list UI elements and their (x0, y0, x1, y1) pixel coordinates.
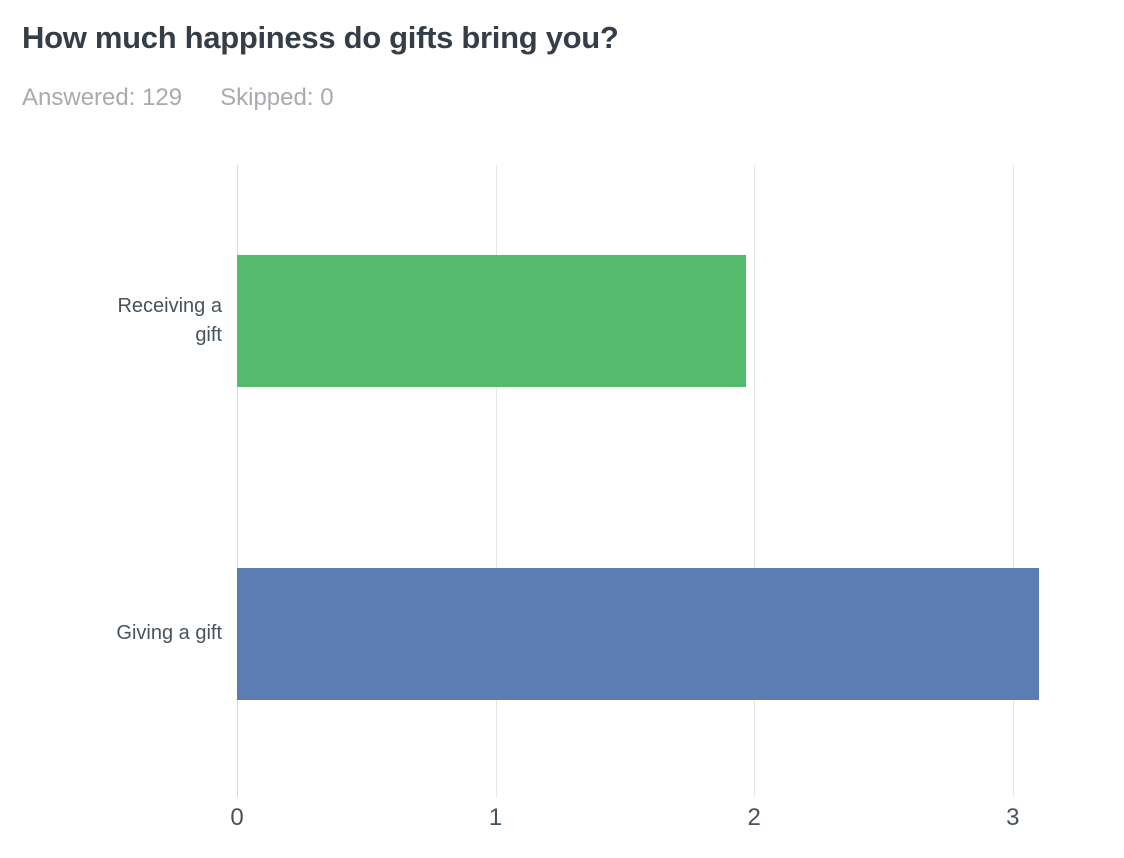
answered-stat: Answered: 129 (22, 84, 182, 112)
x-tick-label: 3 (1006, 804, 1020, 831)
question-title: How much happiness do gifts bring you? (22, 20, 619, 55)
response-stats: Answered: 129 Skipped: 0 (22, 84, 334, 112)
bar-giving-a-gift[interactable] (237, 567, 1039, 700)
x-tick-label: 0 (230, 804, 244, 831)
x-tick-label: 1 (488, 804, 503, 831)
category-label-giving-a-gift: Giving a gift (0, 478, 222, 791)
category-label-text: Receiving a gift (117, 295, 222, 347)
category-label-text: Giving a gift (116, 622, 222, 645)
skipped-value: 0 (320, 84, 334, 111)
skipped-stat: Skipped: 0 (220, 84, 333, 112)
bar-chart: Receiving a gift Giving a gift 0 1 2 3 (0, 165, 1124, 831)
category-label-receiving-a-gift: Receiving a gift (0, 165, 222, 478)
answered-label: Answered: (22, 84, 136, 111)
gridline (754, 165, 756, 797)
y-axis-labels: Receiving a gift Giving a gift (0, 165, 222, 790)
x-tick-label: 2 (747, 804, 761, 831)
bar-rows (237, 165, 1124, 790)
plot-area: 0 1 2 3 (230, 165, 1124, 831)
bar-row (237, 478, 1124, 791)
gridline (495, 165, 497, 797)
gridline (1012, 165, 1014, 797)
skipped-label: Skipped: (220, 84, 314, 111)
x-axis-tick-labels: 0 1 2 3 (230, 804, 1124, 834)
answered-value: 129 (142, 84, 183, 111)
bar-row (237, 165, 1124, 478)
y-axis-line (237, 165, 238, 797)
bar-receiving-a-gift[interactable] (237, 255, 747, 388)
